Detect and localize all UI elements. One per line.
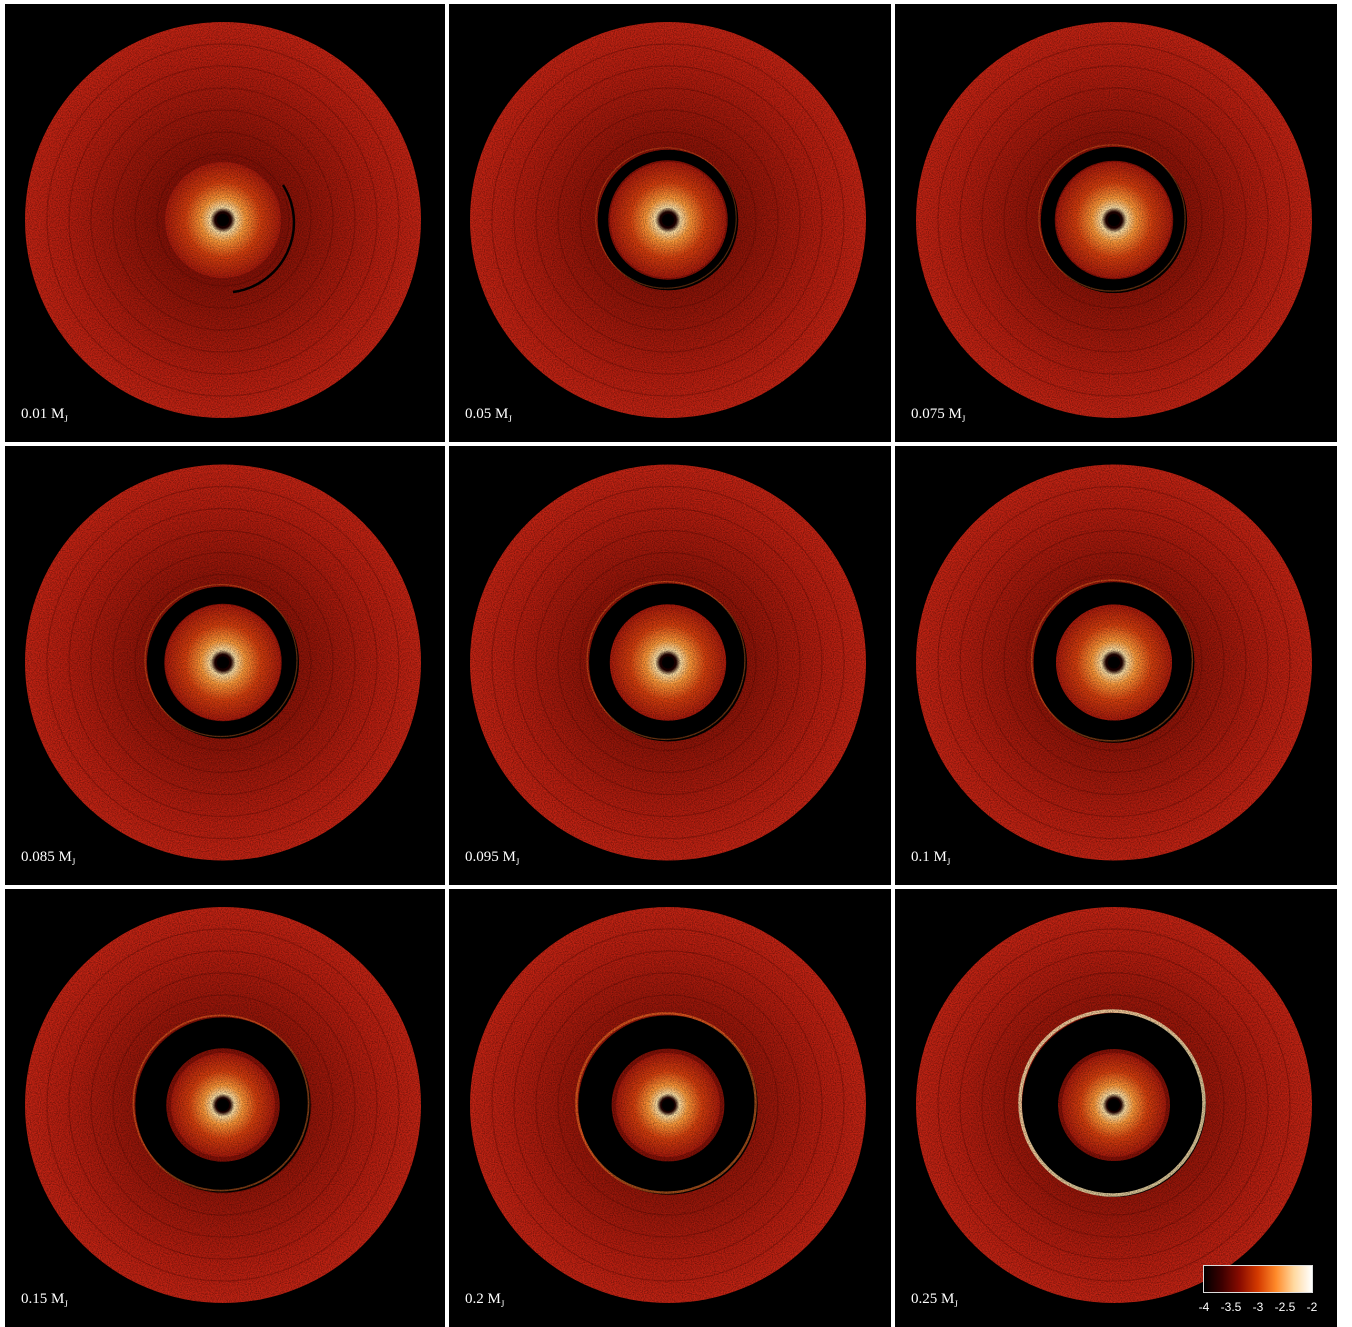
disc-panel: 0.075 MJ [895, 4, 1337, 442]
disc-panel: 0.25 MJ [895, 889, 1337, 1327]
mass-unit: M [51, 406, 65, 422]
mass-unit: M [495, 406, 509, 422]
mass-value: 0.1 [911, 849, 934, 865]
disc-panel: 0.01 MJ [5, 4, 445, 442]
colorbar-tick-label: -2.5 [1274, 1300, 1296, 1314]
disc-image [25, 907, 421, 1303]
panel-label: 0.095 MJ [465, 849, 520, 867]
mass-unit: M [948, 406, 962, 422]
disc-panel: 0.15 MJ [5, 889, 445, 1327]
mass-value: 0.15 [21, 1291, 51, 1307]
colorbar-tick-label: -2 [1306, 1300, 1318, 1314]
mass-value: 0.01 [21, 406, 51, 422]
panel-label: 0.085 MJ [21, 849, 76, 867]
disc-image [916, 464, 1312, 861]
disc-panel: 0.085 MJ [5, 446, 445, 885]
mass-unit: M [58, 849, 72, 865]
colorbar-gradient [1203, 1265, 1313, 1293]
disc-panel: 0.1 MJ [895, 446, 1337, 885]
disc-image [25, 22, 421, 418]
disc-image [916, 22, 1312, 418]
mass-unit-subscript: J [64, 1299, 68, 1309]
mass-unit-subscript: J [515, 857, 520, 867]
mass-unit: M [51, 1291, 65, 1307]
colorbar [1203, 1265, 1313, 1293]
panel-label: 0.01 MJ [21, 406, 68, 424]
colorbar-ticks: -4 -3.5 -3 -2.5 -2 [1195, 1300, 1325, 1318]
mass-unit-subscript: J [954, 1299, 958, 1309]
mass-unit-subscript: J [961, 414, 966, 424]
disc-panel: 0.095 MJ [449, 446, 891, 885]
mass-value: 0.095 [465, 849, 503, 865]
mass-unit-subscript: J [500, 1299, 505, 1309]
disc-image [25, 464, 421, 861]
mass-unit: M [941, 1291, 955, 1307]
disc-panel: 0.05 MJ [449, 4, 891, 442]
mass-value: 0.2 [465, 1291, 488, 1307]
panel-label: 0.1 MJ [911, 849, 951, 867]
mass-value: 0.075 [911, 406, 949, 422]
mass-unit-subscript: J [946, 857, 951, 867]
colorbar-tick-label: -3 [1252, 1300, 1264, 1314]
mass-value: 0.25 [911, 1291, 941, 1307]
mass-unit: M [933, 849, 947, 865]
colorbar-tick-label: -4 [1198, 1300, 1210, 1314]
panel-label: 0.05 MJ [465, 406, 512, 424]
disc-image [916, 907, 1312, 1303]
mass-value: 0.085 [21, 849, 59, 865]
disc-image [470, 907, 866, 1303]
panel-label: 0.2 MJ [465, 1291, 505, 1309]
disc-image [470, 22, 866, 418]
mass-value: 0.05 [465, 406, 495, 422]
mass-unit-subscript: J [64, 414, 68, 424]
panel-label: 0.075 MJ [911, 406, 966, 424]
disc-panel: 0.2 MJ [449, 889, 891, 1327]
panel-label: 0.15 MJ [21, 1291, 68, 1309]
mass-unit: M [502, 849, 516, 865]
disc-image [470, 464, 866, 861]
mass-unit: M [487, 1291, 501, 1307]
mass-unit-subscript: J [508, 414, 512, 424]
panel-label: 0.25 MJ [911, 1291, 958, 1309]
mass-unit-subscript: J [71, 857, 76, 867]
colorbar-tick-label: -3.5 [1220, 1300, 1242, 1314]
